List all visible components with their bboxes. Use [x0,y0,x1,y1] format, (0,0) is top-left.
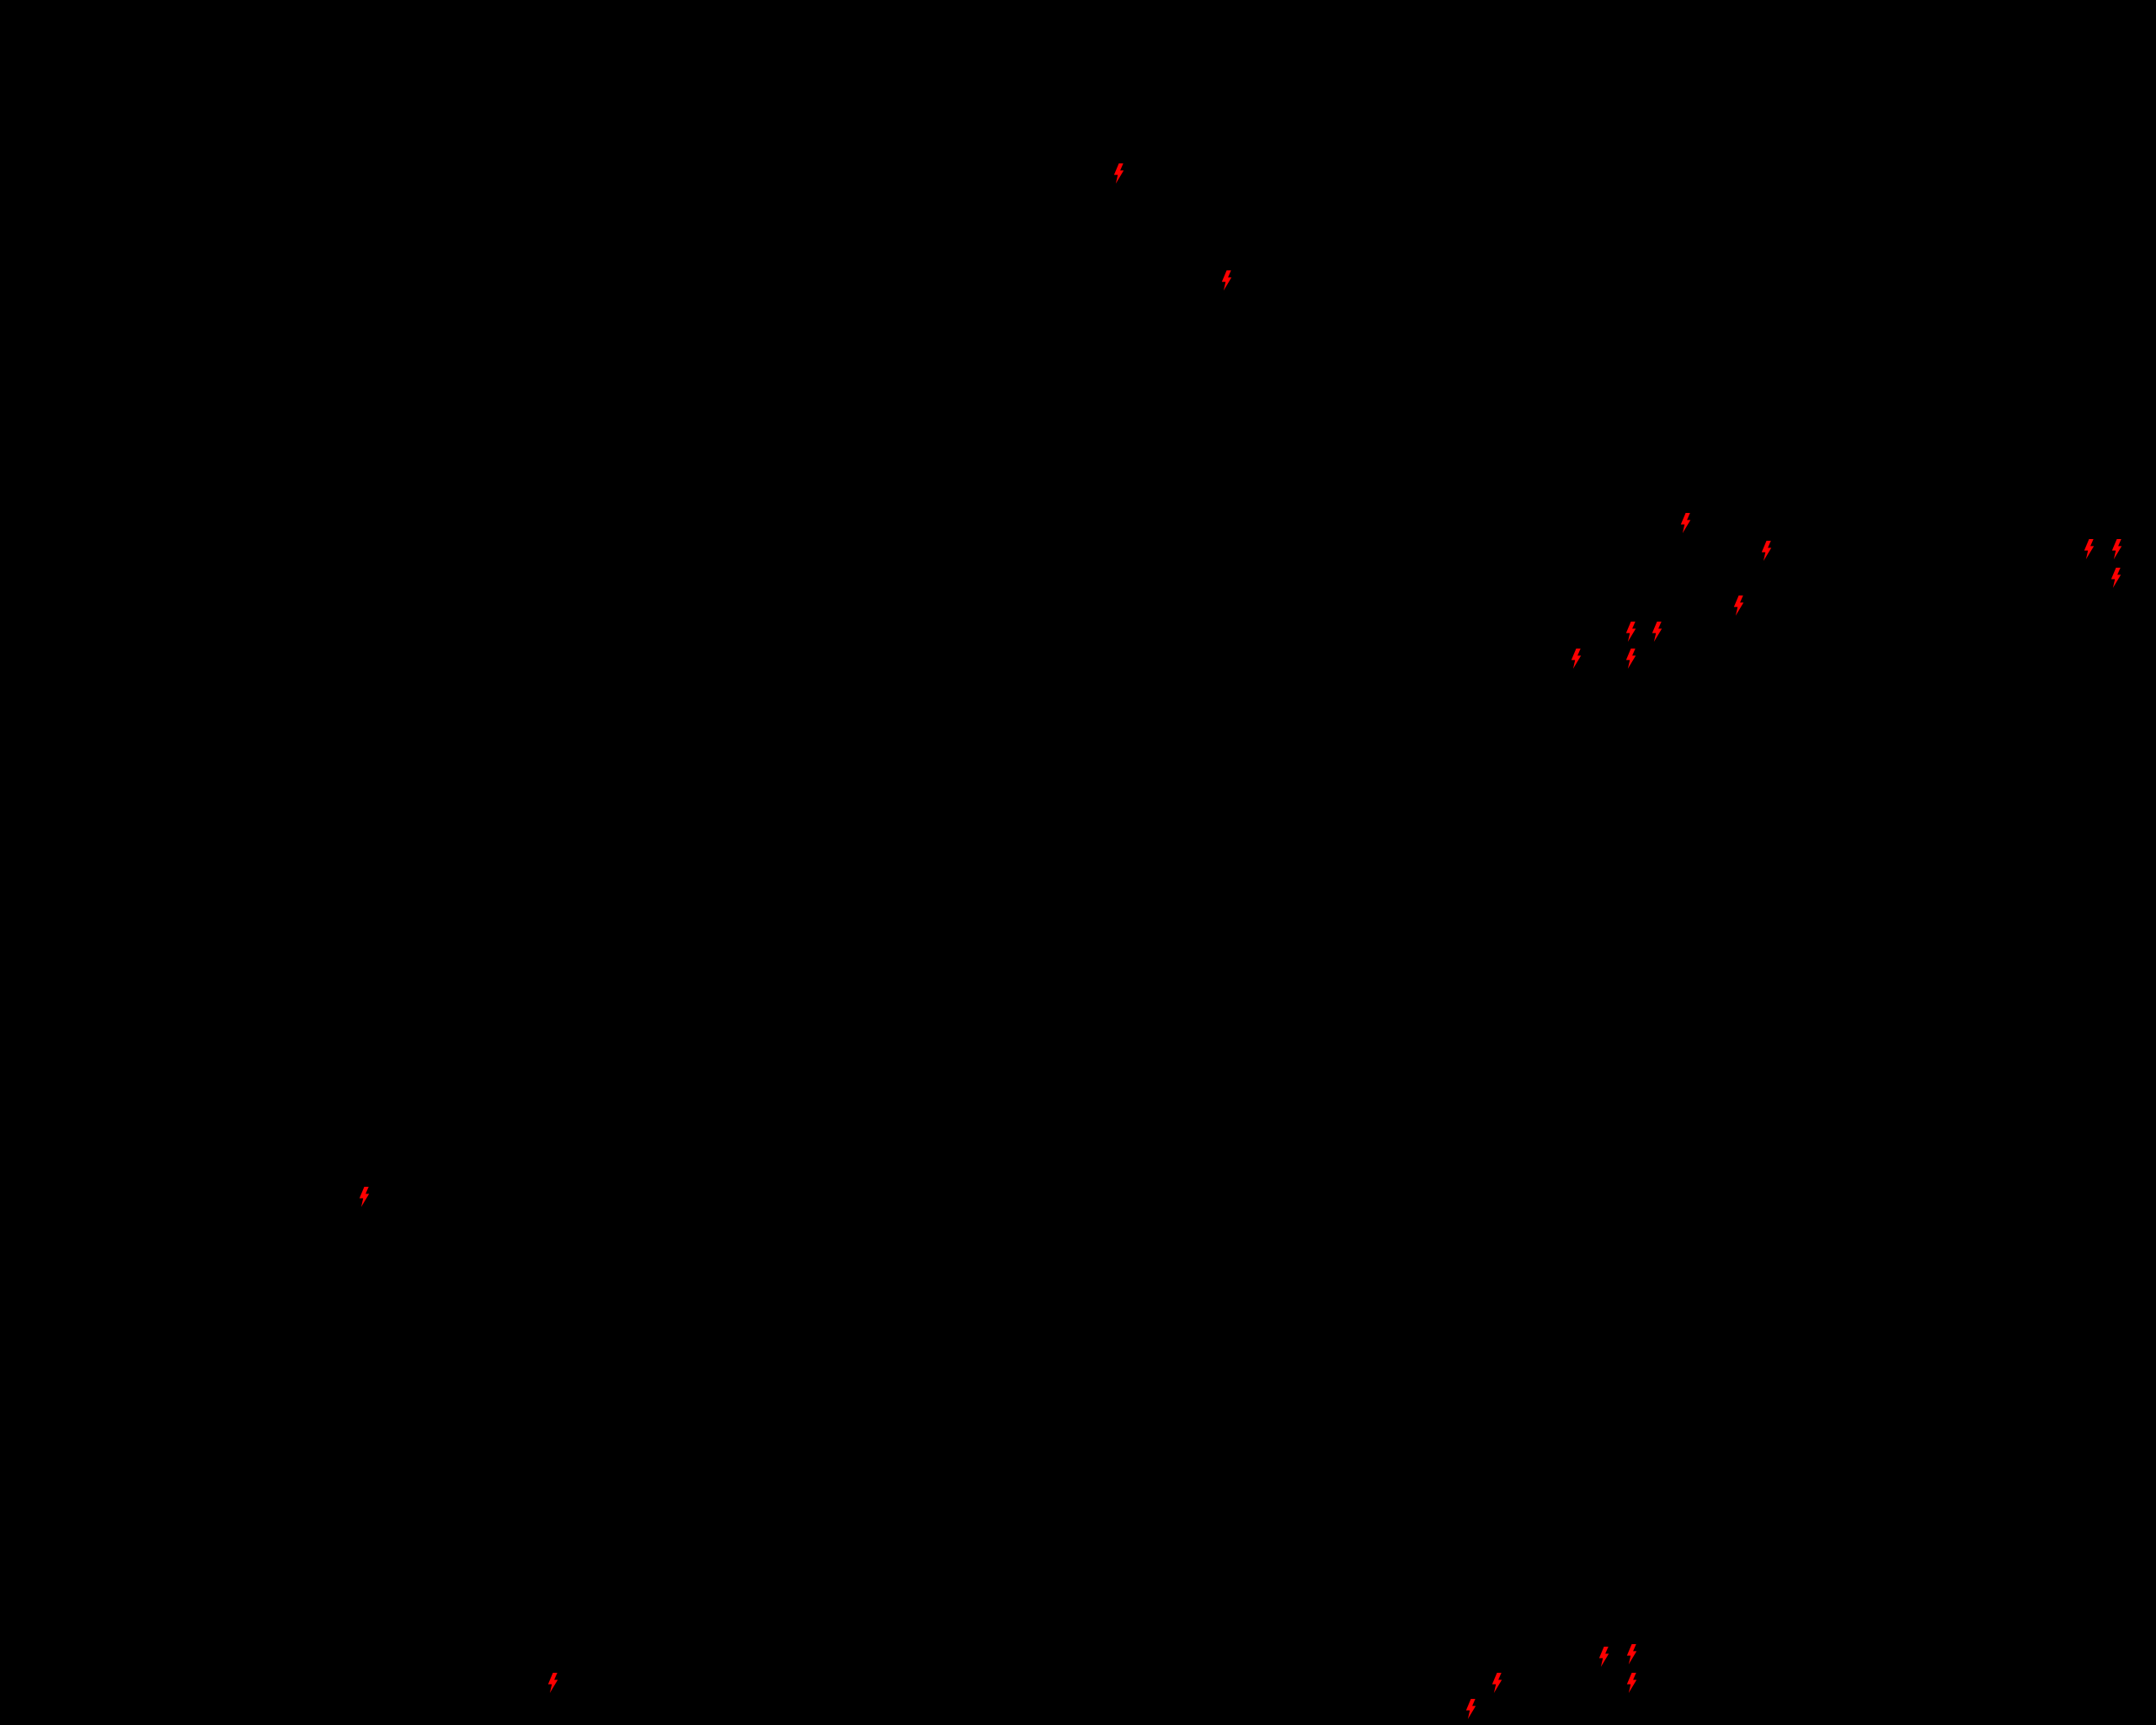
lightning-bolt-icon [1760,541,1772,561]
lightning-bolt-icon [2111,539,2122,559]
lightning-bolt-icon [1465,1699,1476,1719]
lightning-bolt-icon [1625,1644,1637,1664]
lightning-bolt-icon [1491,1673,1502,1693]
lightning-bolt-icon [1625,1673,1637,1693]
lightning-bolt-icon [1679,513,1691,533]
lightning-bolt-icon [1651,622,1662,642]
lightning-bolt-icon [1625,622,1636,642]
lightning-bolt-icon [547,1673,558,1693]
lightning-bolt-icon [1113,163,1124,184]
lightning-bolt-icon [2110,568,2121,588]
lightning-bolt-icon [358,1187,370,1207]
lightning-bolt-icon [1625,649,1636,669]
lightning-bolt-icon [1220,270,1232,291]
lightning-bolt-icon [1598,1647,1609,1667]
lightning-bolt-icon [1570,649,1582,669]
lightning-bolt-icon [1732,595,1744,616]
lightning-bolt-icon [2083,539,2095,559]
